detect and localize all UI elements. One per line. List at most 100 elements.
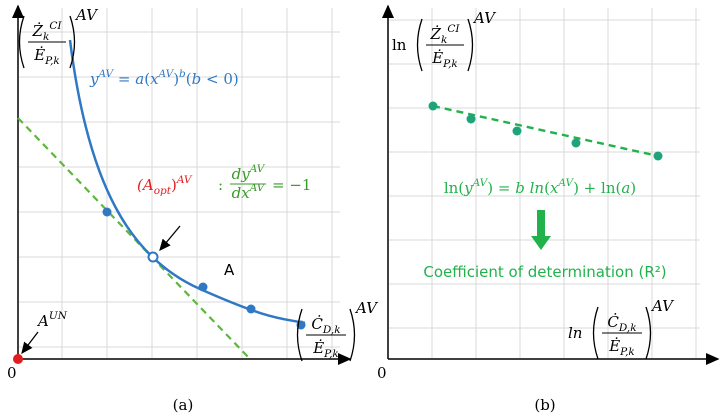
text-segment: Ċ (607, 313, 619, 331)
caption: (b) (534, 396, 555, 414)
origin-point (13, 354, 23, 364)
text-segment: P,k (323, 348, 339, 360)
text-segment: P,k (44, 55, 60, 67)
text-segment: AV (249, 163, 266, 175)
text-segment: AV (158, 68, 175, 80)
slope-numerator: dyAV (232, 163, 266, 183)
point (653, 151, 663, 161)
text-segment: ( (186, 70, 192, 88)
slope-suffix: = −1 (272, 176, 311, 194)
point (198, 282, 208, 292)
text-segment: Ė (33, 46, 45, 64)
text-segment: ) = (487, 179, 515, 197)
numerator: ĊD,k (607, 313, 636, 334)
grid-b (389, 8, 700, 358)
text-segment: ) (173, 70, 179, 88)
origin-label: 0 (377, 364, 387, 382)
text-segment: y (463, 179, 473, 197)
numerator: ŻkCI (430, 23, 461, 46)
parenthesis (69, 15, 76, 69)
text-segment: Ż (32, 22, 44, 40)
result-label: Coefficient of determination (R²) (423, 263, 666, 281)
parenthesis (18, 15, 25, 69)
text-segment: ) (171, 176, 177, 194)
text-segment: ) + ln( (573, 179, 621, 197)
text-segment: AV (472, 177, 489, 189)
power: AV (74, 6, 99, 24)
text-segment: (A (137, 176, 154, 194)
parenthesis (592, 306, 599, 360)
optimum-label: (Aopt)AV (137, 174, 193, 197)
regression-equation: ln(yAV) = b ln(xAV) + ln(a) (444, 177, 636, 197)
parenthesis (416, 18, 423, 72)
numerator: ĊD,k (311, 315, 340, 336)
text-segment: x (150, 70, 159, 88)
text-segment: ) (630, 179, 636, 197)
parenthesis (349, 308, 356, 362)
text-segment: ( (144, 70, 150, 88)
optimum-arrow (159, 225, 181, 251)
origin-arrow (21, 331, 39, 355)
curve-equation: yAV = a(xAV)b(b < 0) (89, 68, 239, 88)
text-segment: P,k (442, 58, 458, 70)
down-arrow (531, 210, 551, 250)
point (466, 114, 476, 124)
text-segment: x (550, 179, 559, 197)
text-segment: D,k (322, 324, 341, 336)
text-segment: k (441, 34, 447, 46)
text-segment: k (43, 31, 49, 43)
text-segment: A (36, 312, 49, 330)
point (102, 207, 112, 217)
slope-denominator: dxAV (232, 182, 266, 202)
caption: (a) (173, 396, 194, 414)
text-segment: = (113, 70, 135, 88)
text-segment: a (621, 179, 630, 197)
text-segment: b (179, 68, 186, 80)
point (428, 101, 438, 111)
origin-label: 0 (7, 364, 17, 382)
parenthesis (296, 308, 303, 362)
text-segment: P,k (619, 346, 635, 358)
text-segment: b ln (515, 179, 544, 197)
text-segment: y (89, 70, 99, 88)
text-segment: Ė (312, 339, 324, 357)
text-segment: CI (49, 20, 62, 32)
text-segment: Ė (431, 49, 443, 67)
text-segment: b (192, 70, 202, 88)
text-segment: AV (97, 68, 114, 80)
text-segment: a (135, 70, 144, 88)
text-segment: AV (557, 177, 574, 189)
denominator: ĖP,k (33, 46, 60, 67)
text-segment: dy (232, 165, 251, 183)
text-segment: Ċ (311, 315, 323, 333)
numerator: ŻkCI (32, 20, 63, 43)
denominator: ĖP,k (431, 49, 458, 70)
text-segment: ln( (444, 179, 464, 197)
power: AV (650, 297, 675, 315)
point (246, 304, 256, 314)
text-segment: D,k (618, 322, 637, 334)
text-segment: UN (49, 310, 68, 322)
point (512, 126, 522, 136)
text-segment: Ė (608, 337, 620, 355)
text-segment: ( (544, 179, 550, 197)
power: AV (354, 299, 379, 317)
regression-line (432, 104, 659, 158)
point (571, 138, 581, 148)
log-points (428, 101, 663, 161)
grid-a (19, 8, 340, 358)
parenthesis (467, 18, 474, 72)
tangent-line (17, 117, 251, 360)
text-segment: CI (447, 23, 460, 35)
denominator: ĖP,k (312, 339, 339, 360)
data-points (102, 207, 306, 330)
point-label: A (224, 261, 235, 279)
prefix: ln (392, 36, 407, 54)
optimum-point (147, 251, 159, 263)
text-segment: < 0) (201, 70, 239, 88)
prefix: ln (568, 324, 582, 342)
text-segment: Ż (430, 25, 442, 43)
power: AV (472, 9, 497, 27)
origin-point-label: AUN (36, 310, 68, 330)
